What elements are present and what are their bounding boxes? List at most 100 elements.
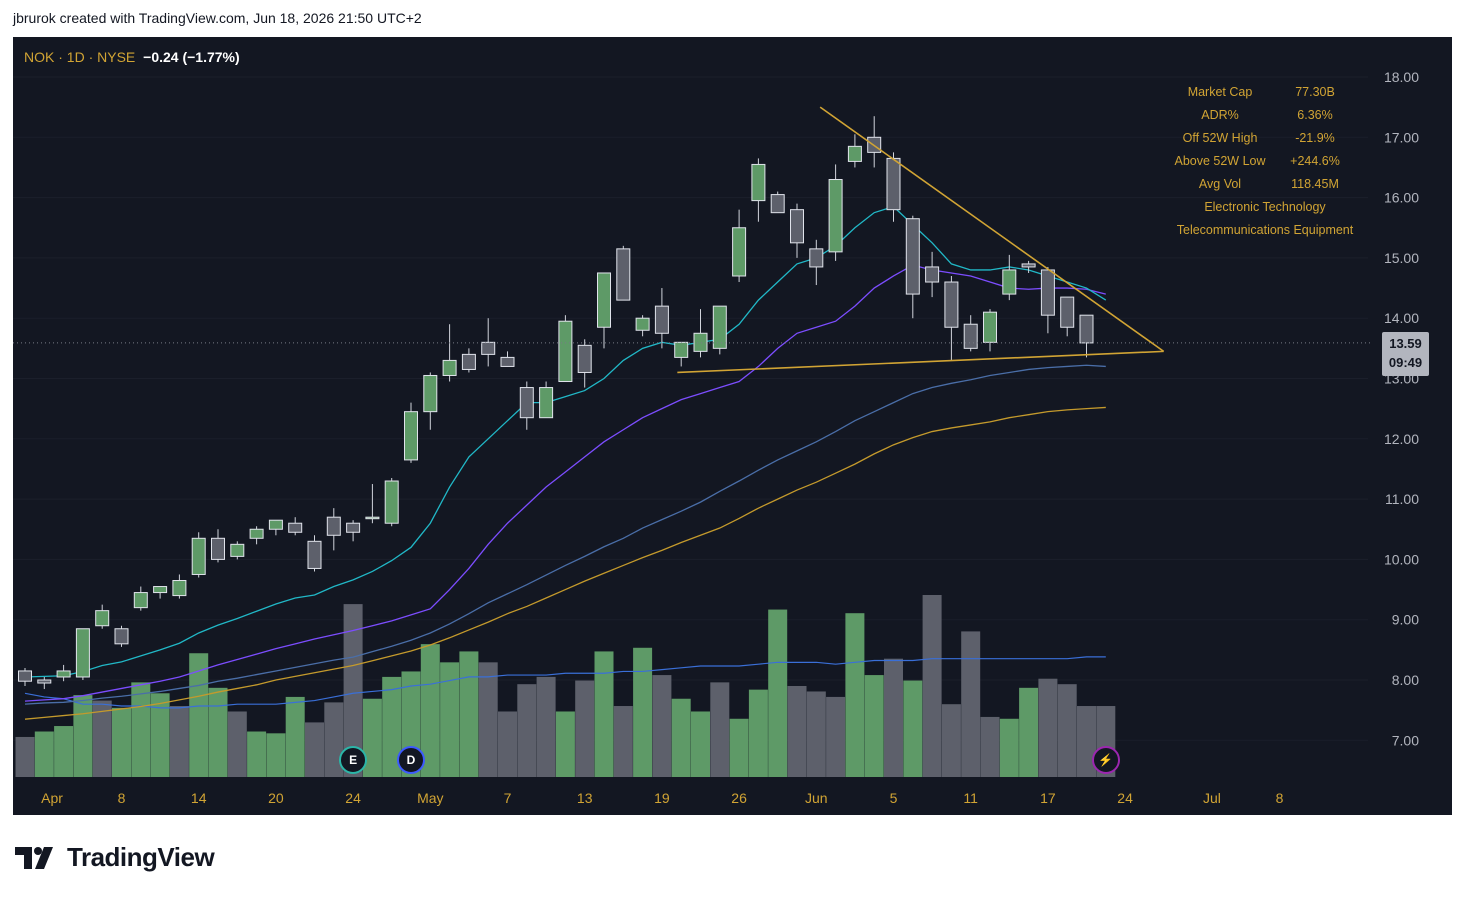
- time-axis-label: 20: [268, 790, 284, 806]
- volume-bar: [1019, 687, 1039, 777]
- tradingview-logo-icon: [15, 846, 53, 869]
- candle-body: [577, 344, 592, 373]
- candle-body: [500, 356, 515, 367]
- price-axis-label: 17.00: [1384, 129, 1419, 145]
- price-axis-label: 10.00: [1384, 551, 1419, 567]
- price-axis-label: 9.00: [1392, 612, 1419, 628]
- time-axis-label: 13: [577, 790, 593, 806]
- volume-bar: [710, 682, 730, 777]
- volume-bar: [247, 731, 267, 777]
- volume-bar: [633, 647, 653, 777]
- candle-body: [75, 628, 90, 678]
- candle-body: [404, 411, 418, 461]
- volume-bar: [92, 700, 112, 777]
- chart-pane[interactable]: 18.00 17.00 16.00 15.00 14.00 13.00 12.00 11.00…: [13, 37, 1452, 815]
- price-axis-label: 8.00: [1392, 672, 1419, 688]
- last-price-tag: 13.59 09:49: [1382, 332, 1429, 376]
- time-axis-label: 8: [1276, 790, 1284, 806]
- stats-table: Market Cap 77.30B ADR% 6.36% Off 52W High -…: [1165, 81, 1375, 242]
- stat-value: 77.30B: [1295, 85, 1335, 99]
- stat-label: Off 52W High: [1182, 131, 1258, 145]
- tradingview-logo[interactable]: TradingView: [15, 842, 215, 873]
- volume-bar: [112, 707, 131, 777]
- candle-body: [597, 272, 611, 328]
- candle-body: [288, 522, 303, 533]
- dividend-event-icon[interactable]: D: [397, 746, 425, 774]
- price-axis-label: 18.00: [1384, 69, 1419, 85]
- price-axis-label: 15.00: [1384, 250, 1419, 266]
- time-axis-label: Apr: [41, 790, 63, 806]
- candle-body: [365, 516, 380, 520]
- candle-body: [307, 540, 322, 569]
- volume-bar: [459, 651, 479, 777]
- candle-body: [539, 387, 554, 419]
- volume-bar: [691, 711, 710, 777]
- volume-bar: [903, 680, 923, 777]
- chart-canvas[interactable]: 18.0017.0016.0015.0014.0013.0012.0011.00…: [13, 37, 1452, 815]
- stat-value: -21.9%: [1295, 131, 1335, 145]
- volume-bar: [208, 687, 228, 777]
- candle-body: [481, 341, 496, 355]
- candle-body: [1079, 314, 1094, 344]
- attribution: jbrurok created with TradingView.com, Ju…: [13, 10, 422, 26]
- brand-name: TradingView: [67, 842, 215, 872]
- candle-body: [616, 248, 631, 301]
- candle-body: [249, 528, 264, 539]
- volume-bar: [999, 718, 1019, 777]
- volume-bar: [826, 696, 846, 777]
- stat-row: Electronic Technology: [1165, 196, 1375, 219]
- candle-body: [18, 670, 32, 682]
- trendline: [819, 106, 1165, 353]
- candle-body: [944, 281, 959, 328]
- candle-body: [519, 387, 534, 419]
- volume-bar: [15, 736, 35, 777]
- earnings-event-icon[interactable]: E: [339, 746, 368, 774]
- candle-body: [828, 179, 843, 253]
- stat-label: Avg Vol: [1198, 177, 1242, 191]
- stat-row: Off 52W High -21.9%: [1165, 127, 1375, 150]
- volume-bar: [806, 691, 826, 777]
- volume-bar: [420, 644, 440, 777]
- candle-body: [1021, 263, 1036, 268]
- candle-body: [1002, 269, 1017, 295]
- time-axis-label: 11: [963, 790, 978, 806]
- candle-body: [172, 580, 187, 597]
- candle-body: [732, 227, 747, 277]
- stat-row: Avg Vol 118.45M: [1165, 173, 1375, 196]
- volume-average-line: [24, 656, 1106, 709]
- candle-body: [1060, 296, 1075, 328]
- symbol-header[interactable]: NOK · 1D · NYSE −0.24 (−1.77%): [24, 49, 240, 65]
- candle-body: [905, 218, 920, 295]
- flash-event-icon[interactable]: ⚡: [1091, 746, 1120, 774]
- volume-bar: [382, 676, 402, 777]
- candle-body: [751, 163, 766, 202]
- volume-bar: [845, 613, 865, 777]
- volume-bar: [1038, 678, 1058, 777]
- candle-body: [558, 320, 573, 383]
- stat-value: +244.6%: [1290, 154, 1340, 168]
- trendline: [677, 350, 1164, 374]
- candle-body: [268, 519, 283, 530]
- volume-bar: [517, 684, 537, 777]
- stat-row: Above 52W Low +244.6%: [1165, 150, 1375, 173]
- sma-200-line: [24, 406, 1106, 720]
- volume-bar: [305, 722, 324, 777]
- volume-bar: [1077, 706, 1096, 777]
- symbol-label[interactable]: NOK · 1D · NYSE: [24, 49, 136, 65]
- stat-value: 118.45M: [1291, 177, 1339, 191]
- candle-body: [693, 332, 708, 352]
- time-axis-label: 24: [1117, 790, 1133, 806]
- price-axis-label: 11.00: [1385, 491, 1419, 507]
- stat-row: ADR% 6.36%: [1165, 104, 1375, 127]
- volume-bar: [285, 696, 305, 777]
- candle-body: [423, 374, 438, 413]
- sma-50-line: [24, 364, 1106, 705]
- candle-body: [153, 586, 168, 594]
- volume-bar: [961, 631, 981, 777]
- candle-body: [1040, 269, 1055, 316]
- volume-bar: [169, 706, 189, 777]
- candle-body: [346, 522, 361, 533]
- stat-row: Telecommunications Equipment: [1165, 219, 1375, 242]
- candle-body: [770, 194, 785, 214]
- candle-body: [963, 323, 978, 349]
